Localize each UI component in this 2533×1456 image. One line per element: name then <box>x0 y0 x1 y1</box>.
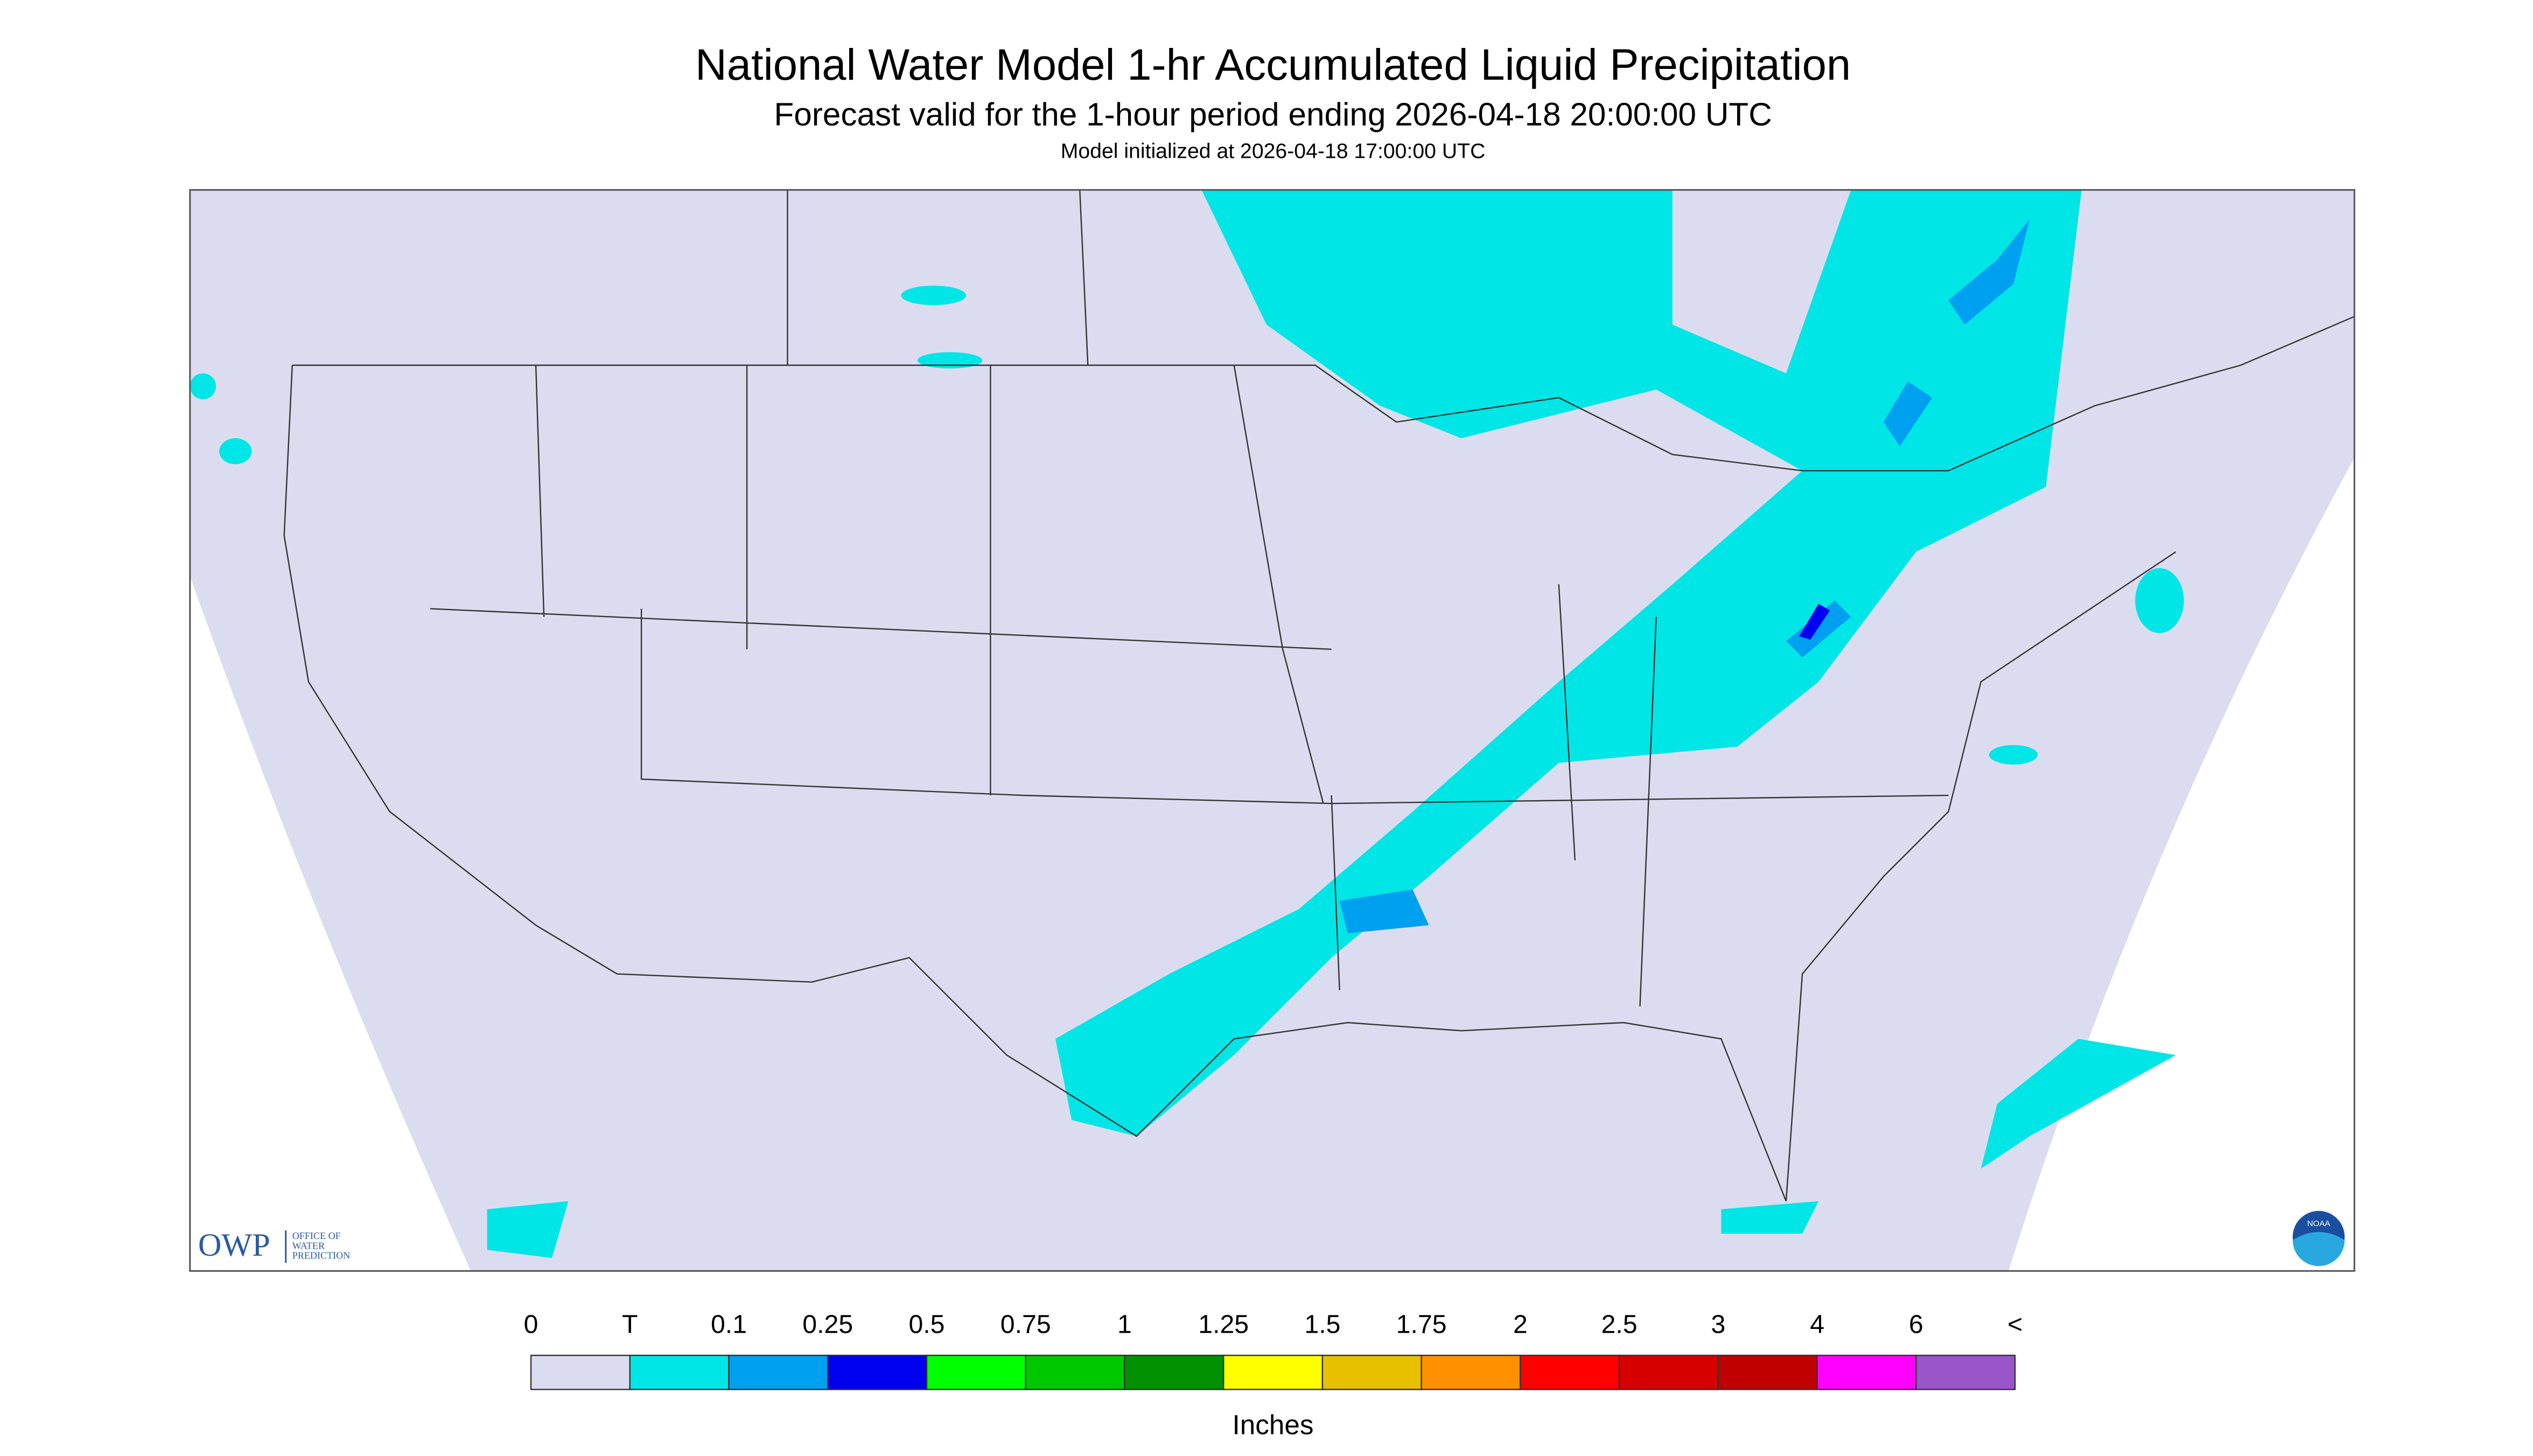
legend-label: 3 <box>1711 1310 1725 1339</box>
map: OWP OFFICE OF WATER PREDICTION NOAA <box>189 189 2355 1272</box>
subtitle: Forecast valid for the 1-hour period end… <box>774 96 1772 132</box>
precip-moderate <box>1799 604 1830 640</box>
legend-swatch <box>1321 1354 1422 1390</box>
legend-units: Inches <box>1233 1409 1314 1440</box>
legend-swatch <box>926 1354 1026 1390</box>
legend-label: 0.1 <box>711 1310 747 1339</box>
legend-swatch <box>629 1354 730 1390</box>
legend-label: 1.25 <box>1198 1310 1249 1339</box>
legend-swatch <box>1222 1354 1324 1390</box>
legend-label: 0.25 <box>802 1310 853 1339</box>
legend-label: 1.75 <box>1396 1310 1447 1339</box>
owp-logo: OWP <box>198 1227 270 1263</box>
legend-swatch <box>1816 1354 1917 1390</box>
legend-label: 0.5 <box>908 1310 944 1339</box>
legend-label: 2 <box>1513 1310 1528 1339</box>
noaa-logo-wave <box>2292 1232 2345 1266</box>
legend-swatch <box>1520 1354 1620 1390</box>
legend-label: 4 <box>1810 1310 1824 1339</box>
init-time: Model initialized at 2026-04-18 17:00:00… <box>1061 140 1486 163</box>
legend-swatch <box>1618 1354 1719 1390</box>
legend-swatch <box>530 1354 631 1390</box>
legend-swatch <box>1421 1354 1521 1390</box>
legend-swatch <box>1915 1354 2016 1390</box>
map-frame <box>189 189 2355 1272</box>
owp-name: OFFICE OF <box>292 1230 341 1241</box>
legend-swatch <box>1025 1354 1125 1390</box>
legend: Inches 0 T 0.1 0.25 0.5 0.75 1 1.25 1.5 1.75 2 2.5 3… <box>524 1310 2023 1440</box>
legend-label: < <box>2007 1310 2023 1339</box>
noaa-label: NOAA <box>2307 1219 2331 1228</box>
legend-label: 0 <box>524 1310 538 1339</box>
legend-swatch <box>827 1354 928 1390</box>
legend-label: 6 <box>1909 1310 1923 1339</box>
legend-label: 0.75 <box>1000 1310 1051 1339</box>
owp-name: WATER <box>292 1240 325 1251</box>
legend-swatch <box>728 1354 829 1390</box>
legend-swatch <box>1124 1354 1224 1390</box>
legend-label: 1 <box>1117 1310 1132 1339</box>
legend-label: 1.5 <box>1304 1310 1340 1339</box>
legend-label: 2.5 <box>1601 1310 1638 1339</box>
legend-swatch <box>1717 1354 1818 1390</box>
title: National Water Model 1-hr Accumulated Li… <box>695 40 1851 89</box>
owp-name: PREDICTION <box>292 1250 350 1261</box>
precip-light <box>1339 219 2030 934</box>
legend-label: T <box>622 1310 638 1339</box>
boundaries <box>283 190 2355 1202</box>
